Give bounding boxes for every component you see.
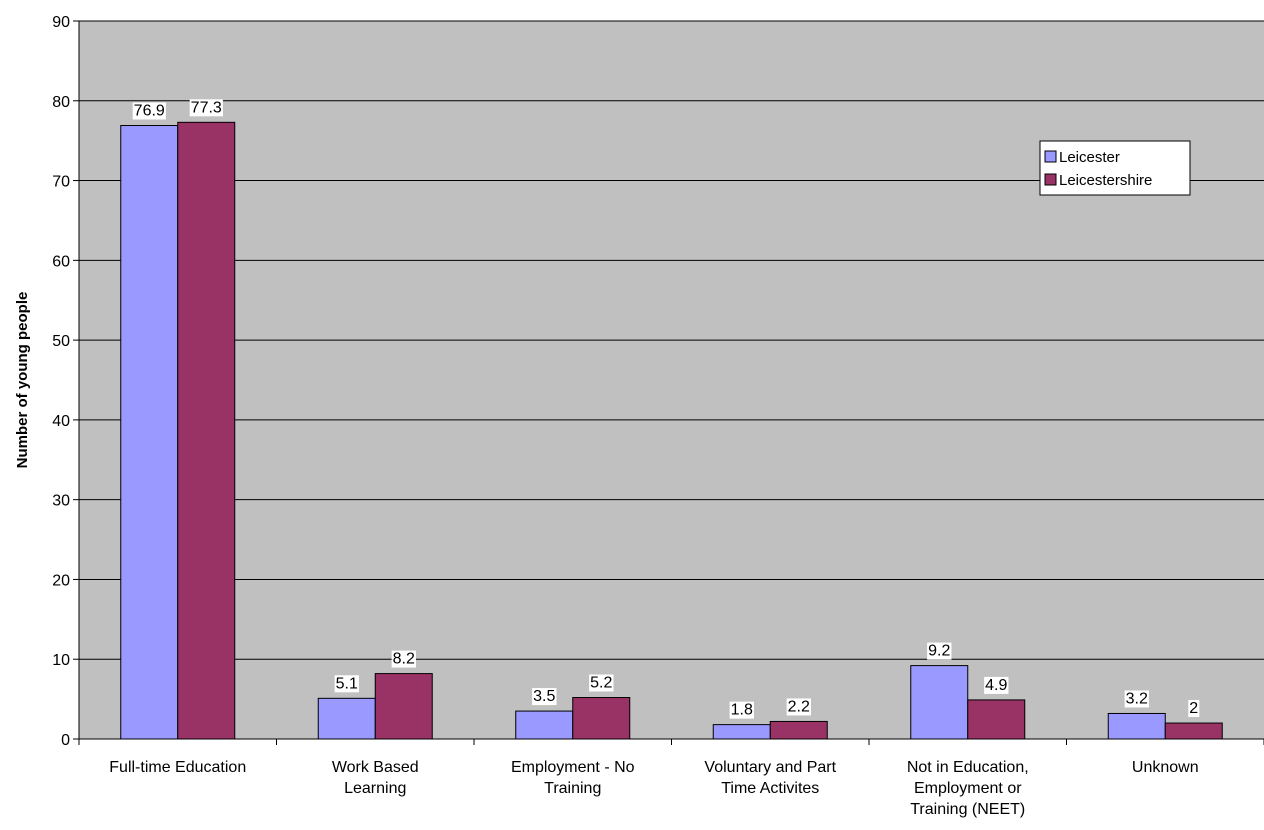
x-category-label-line: Voluntary and Part [704,759,836,776]
x-category-label-line: Learning [344,780,406,797]
y-axis-label: Number of young people [14,292,31,469]
bar-leicestershire [769,720,828,740]
y-tick-label: 10 [52,652,70,669]
data-label: 3.5 [533,688,555,705]
bar-leicestershire [572,697,631,740]
bar-leicestershire [374,673,433,740]
data-label: 5.2 [590,675,612,692]
data-label: 5.1 [336,675,358,692]
data-label-background [532,688,557,706]
x-category-label-line: Training (NEET) [910,801,1025,818]
data-label-background [589,674,614,692]
x-category-label-line: Training [544,780,601,797]
data-labels: 76.9 77.3 5.1 8.2 3.5 5.2 1.8 2.2 9.2 4.9 3.2 2 [132,99,1200,719]
y-tick-label: 30 [52,493,70,510]
data-label: 9.2 [928,643,950,660]
data-label-background [189,99,223,117]
data-label-background [729,701,754,719]
bar-leicester [1107,712,1166,740]
data-label-background [334,675,359,693]
x-category-label-line: Full-time Education [109,759,246,776]
bar-leicester [515,710,574,740]
y-tick-label: 90 [52,14,70,31]
data-label: 76.9 [134,103,165,120]
bar-leicester [712,724,771,740]
legend-label: Leicestershire [1059,172,1152,189]
x-category-labels: Full-time Education Work Based Learning Emp… [109,759,1198,818]
legend: Leicester Leicestershire [1039,140,1191,196]
y-tick-label: 20 [52,572,70,589]
data-label-background [786,698,811,716]
data-label: 3.2 [1126,690,1148,707]
data-label-background [984,676,1009,694]
x-category-label-line: Not in Education, [907,759,1029,776]
x-category-label-line: Employment or [914,780,1022,797]
legend-swatch-leicestershire [1044,173,1057,186]
y-tick-label: 60 [52,253,70,270]
y-tick-label: 0 [61,732,70,749]
x-category-label: Voluntary and Part Time Activites [704,759,836,797]
x-category-label: Full-time Education [109,759,246,776]
x-category-label-line: Unknown [1132,759,1199,776]
data-label-background [1188,700,1200,718]
data-label: 4.9 [985,677,1007,694]
bar-leicestershire [177,121,236,740]
data-label-background [927,642,952,660]
data-label: 8.2 [393,651,415,668]
x-category-label: Not in Education, Employment or Training (… [907,759,1029,818]
x-category-label-line: Time Activites [721,780,819,797]
legend-label: Leicester [1059,149,1120,166]
bars [120,121,1223,740]
bar-leicester [120,125,179,740]
legend-box [1039,140,1191,196]
bar-leicester [910,665,969,740]
gridlines [79,20,1264,660]
bar-leicester [317,697,376,740]
axes [73,20,1264,745]
data-label: 77.3 [191,99,222,116]
x-category-label: Employment - No Training [511,759,635,797]
y-tick-label: 40 [52,413,70,430]
y-tick-label: 50 [52,333,70,350]
legend-swatch-leicester [1044,150,1057,163]
x-category-label-line: Work Based [332,759,419,776]
x-category-label: Unknown [1132,759,1199,776]
x-category-label-line: Employment - No [511,759,635,776]
data-label-background [132,102,166,120]
y-tick-label: 80 [52,94,70,111]
y-tick-label: 70 [52,174,70,191]
bar-leicestershire [1164,722,1223,740]
plot-area [79,21,1264,739]
data-label: 1.8 [731,702,753,719]
data-label: 2.2 [788,698,810,715]
data-label-background [391,650,416,668]
data-label: 2 [1189,700,1198,717]
bar-leicestershire [967,699,1026,740]
y-tick-labels: 0 10 20 30 40 50 60 70 80 90 [52,14,70,749]
data-label-background [1124,690,1149,708]
x-category-label: Work Based Learning [332,759,419,797]
